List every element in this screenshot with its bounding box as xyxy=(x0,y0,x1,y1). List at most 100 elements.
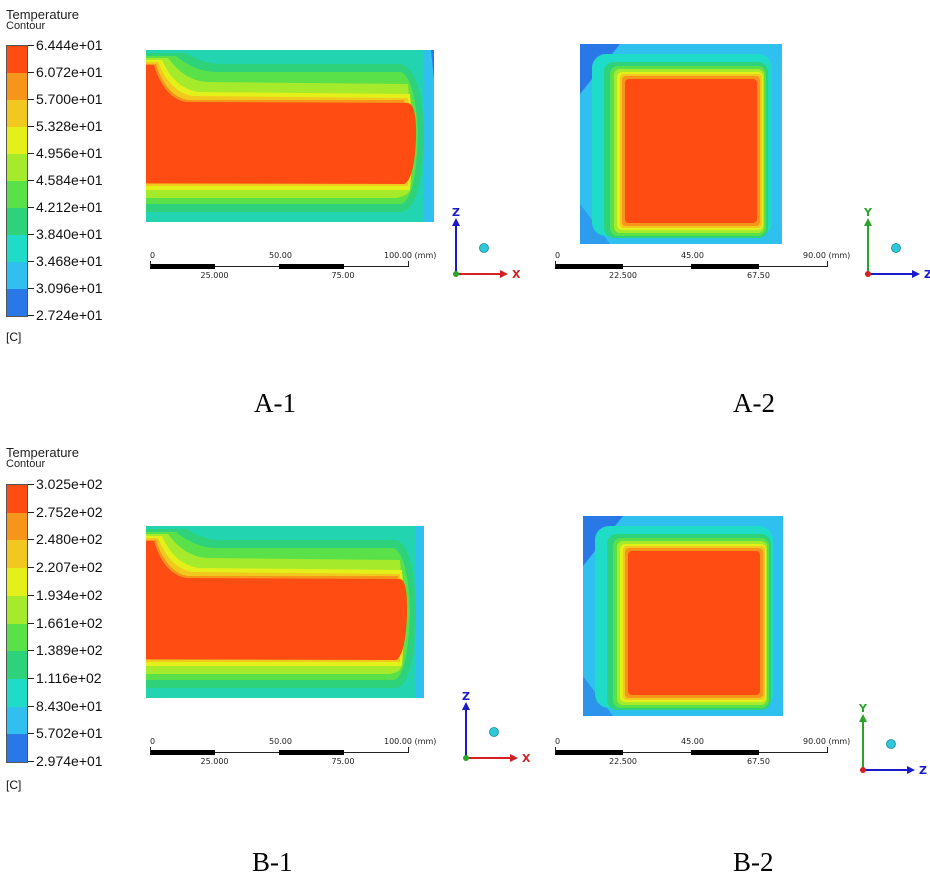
legend-tick xyxy=(28,539,34,541)
legend-a-title: Temperature xyxy=(6,7,79,22)
legend-band xyxy=(7,208,27,235)
legend-band xyxy=(7,46,27,73)
caption-b2: B-2 xyxy=(733,847,774,877)
legend-value-label: 2.207e+02 xyxy=(36,559,103,576)
axis-vertical-arrow xyxy=(859,714,867,722)
legend-value-label: 1.934e+02 xyxy=(36,586,103,603)
legend-value-label: 5.328e+01 xyxy=(36,118,103,134)
legend-band xyxy=(7,568,27,597)
contour-b2 xyxy=(583,516,783,716)
axis-vertical-label: Y xyxy=(863,206,873,219)
legend-tick xyxy=(28,650,34,652)
scale-label-bottom: 75.00 xyxy=(331,757,355,766)
contour-b1 xyxy=(146,526,424,698)
scale-label-top: 0 xyxy=(555,251,561,260)
scale-tick xyxy=(408,261,409,267)
legend-tick xyxy=(28,761,34,762)
scale-label-top: 45.00 xyxy=(681,251,704,260)
legend-a-unit: [C] xyxy=(6,330,22,344)
axis-origin xyxy=(865,271,871,277)
scale-label-top: 45.00 xyxy=(681,737,704,746)
scale-label-top: 0 xyxy=(555,737,561,746)
legend-band xyxy=(7,485,27,513)
scale-segment xyxy=(279,750,344,755)
legend-a: Temperature Contour xyxy=(6,8,79,32)
axis-vertical-arrow xyxy=(864,218,872,226)
legend-band xyxy=(7,127,27,154)
caption-b1: B-1 xyxy=(252,847,293,877)
axis-view-marker xyxy=(886,739,896,749)
scale-segment xyxy=(691,264,759,269)
legend-tick xyxy=(28,511,34,513)
scale-label-top: 100.00 (mm) xyxy=(384,251,437,260)
legend-tick xyxy=(28,733,34,735)
axis-horizontal-label: Z xyxy=(924,268,930,281)
legend-tick xyxy=(28,45,34,46)
legend-tick xyxy=(28,315,34,316)
axis-origin xyxy=(453,271,459,277)
axis-triad: YZ xyxy=(858,702,927,777)
scale-tick xyxy=(555,747,556,753)
legend-band xyxy=(7,512,27,541)
legend-tick xyxy=(28,153,34,154)
axis-origin xyxy=(463,755,469,761)
axis-view-marker xyxy=(489,727,499,737)
scale-label-top: 100.00 (mm) xyxy=(384,737,437,746)
legend-b-title: Temperature xyxy=(6,445,79,460)
scale-label-top: 0 xyxy=(150,251,156,260)
legend-value-label: 4.584e+01 xyxy=(36,172,103,188)
legend-value-label: 3.025e+02 xyxy=(36,476,103,492)
legend-value-label: 2.724e+01 xyxy=(36,307,103,323)
legend-value-label: 1.389e+02 xyxy=(36,642,103,659)
legend-a-subtitle: Contour xyxy=(6,20,46,32)
scale-tick xyxy=(408,747,409,753)
legend-a-colorbar xyxy=(6,45,28,317)
legend-value-label: 4.212e+01 xyxy=(36,199,103,215)
legend-b-subtitle: Contour xyxy=(6,458,46,470)
scale-tick xyxy=(827,747,828,753)
scale-label-bottom: 22.500 xyxy=(609,757,637,766)
scale-segment xyxy=(150,264,215,269)
legend-tick xyxy=(28,594,34,596)
axis-vertical-label: Y xyxy=(858,702,868,715)
legend-band xyxy=(7,651,27,680)
legend-tick xyxy=(28,99,34,100)
legend-b: Temperature Contour xyxy=(6,446,79,470)
legend-value-label: 6.072e+01 xyxy=(36,64,103,80)
legend-band xyxy=(7,623,27,652)
scale-bar: 0 45.00 90.00 (mm) 22.500 67.50 xyxy=(555,252,887,286)
axis-vertical-arrow xyxy=(462,702,470,710)
scale-label-bottom: 75.00 xyxy=(331,271,355,280)
legend-tick xyxy=(28,72,34,73)
legend-band xyxy=(7,289,27,316)
legend-value-label: 3.840e+01 xyxy=(36,226,103,242)
scale-segment xyxy=(555,264,623,269)
scale-label-top: 90.00 (mm) xyxy=(803,737,851,746)
scale-label-top: 50.00 xyxy=(269,737,292,746)
legend-band xyxy=(7,734,27,763)
scale-bar: 0 45.00 90.00 (mm) 22.500 67.50 xyxy=(555,738,887,772)
axis-origin xyxy=(860,767,866,773)
scale-segment xyxy=(150,750,215,755)
legend-value-label: 3.468e+01 xyxy=(36,253,103,269)
contour-a2 xyxy=(580,44,782,244)
legend-value-label: 2.752e+02 xyxy=(36,503,103,520)
scale-label-bottom: 67.50 xyxy=(747,271,770,280)
axis-horizontal-arrow xyxy=(907,766,915,774)
legend-band xyxy=(7,595,27,624)
scale-label-top: 90.00 (mm) xyxy=(803,251,851,260)
legend-value-label: 1.661e+02 xyxy=(36,614,103,631)
axis-horizontal-label: Z xyxy=(919,764,927,777)
scale-label-bottom: 25.000 xyxy=(200,757,229,766)
caption-a1: A-1 xyxy=(254,388,296,418)
legend-b-colorbar xyxy=(6,484,28,763)
legend-band xyxy=(7,181,27,208)
legend-tick xyxy=(28,484,34,485)
scale-label-top: 50.00 xyxy=(269,251,292,260)
legend-value-label: 8.430e+01 xyxy=(36,697,103,714)
scale-tick xyxy=(555,261,556,267)
axis-triad: ZX xyxy=(462,690,531,765)
scale-label-bottom: 25.000 xyxy=(200,271,229,280)
caption-a2: A-2 xyxy=(733,388,775,418)
axis-horizontal-label: X xyxy=(512,268,521,281)
